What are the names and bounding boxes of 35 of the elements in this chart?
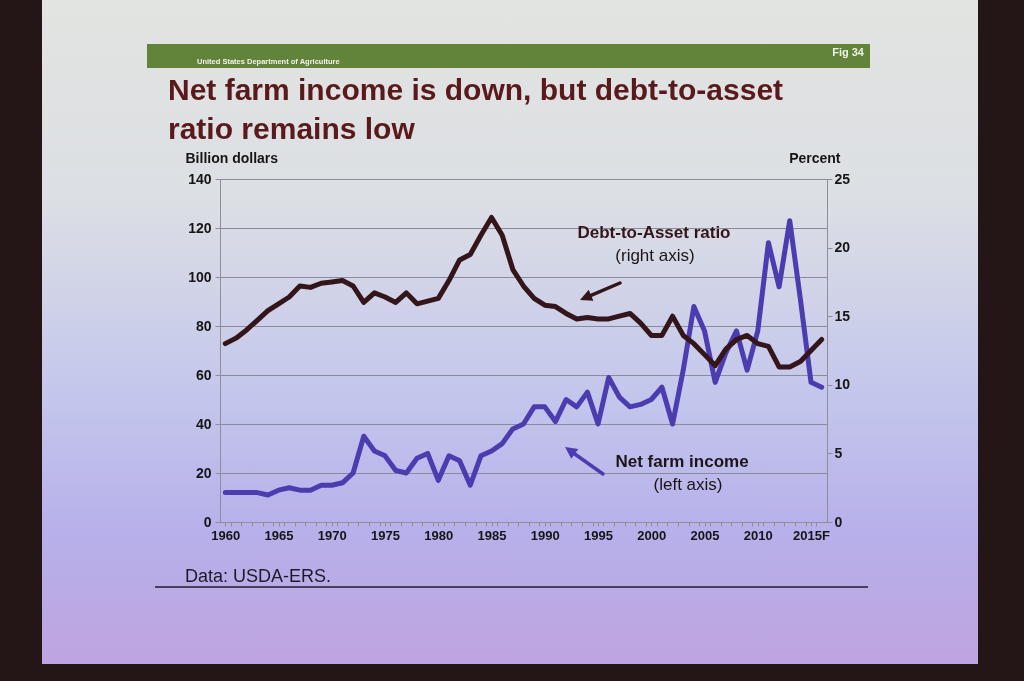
y-tick-label: 80 xyxy=(195,317,212,334)
caption: Fig 34 xyxy=(832,46,864,58)
x-tick-label: 1960 xyxy=(211,527,241,543)
y2-tick-label: 0 xyxy=(834,513,843,530)
y-tick-label: 100 xyxy=(188,268,212,285)
x-tick-label: 1985 xyxy=(477,527,507,543)
y-tick-label: 120 xyxy=(188,219,212,236)
y-tick-label: 40 xyxy=(195,415,212,432)
y2-axis-title: Percent xyxy=(789,149,841,166)
y-tick-label: 20 xyxy=(195,464,212,481)
y-tick-label: 60 xyxy=(195,366,212,383)
x-tick-label: 2015F xyxy=(793,527,831,543)
x-tick-label: 2010 xyxy=(743,527,773,543)
x-tick-label: 1980 xyxy=(424,527,454,543)
annotation: (left axis) xyxy=(653,475,723,495)
x-tick-label: 1990 xyxy=(530,527,560,543)
x-tick-label: 1995 xyxy=(584,527,613,543)
annotation: (right axis) xyxy=(615,246,695,266)
x-tick-label: 2005 xyxy=(690,527,720,543)
text: Debt-to-Asset ratio xyxy=(577,223,731,243)
x-tick-label: 1970 xyxy=(317,527,347,543)
y2-tick-label: 5 xyxy=(834,444,843,461)
y2-tick-label: 25 xyxy=(834,170,851,187)
y2-tick-label: 10 xyxy=(834,376,851,393)
legend-label: Net farm income xyxy=(615,452,749,472)
x-tick-label: 1975 xyxy=(371,527,401,543)
y2-tick-label: 20 xyxy=(834,239,851,256)
y-tick-label: 140 xyxy=(188,170,212,187)
text: Data: USDA-ERS. xyxy=(185,566,332,587)
x-tick-label: 2000 xyxy=(637,527,667,543)
x-tick-label: 1965 xyxy=(264,527,294,543)
y2-tick-label: 15 xyxy=(834,307,851,324)
chart-title: Net farm income is down, but debt-to-asset ratio remains low xyxy=(168,72,785,147)
y-axis-title: Billion dollars xyxy=(185,149,279,166)
y-tick-label: 0 xyxy=(203,513,212,530)
